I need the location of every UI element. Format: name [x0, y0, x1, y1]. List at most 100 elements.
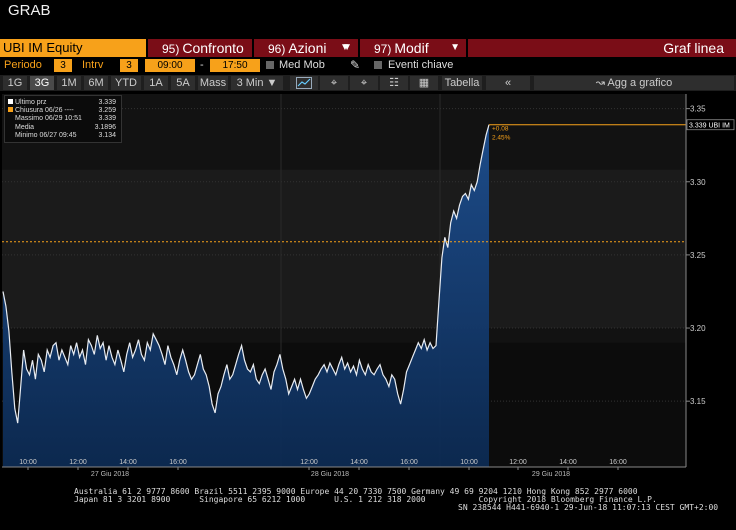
- chart-type-label[interactable]: Graf linea: [468, 39, 736, 57]
- confronto-button[interactable]: 95) Confronto: [148, 39, 252, 57]
- x-tick-label: 16:00: [609, 459, 627, 466]
- legend-label: Massimo 06/29 10:51: [15, 115, 82, 123]
- azioni-num: 96): [268, 42, 286, 56]
- tab-3g[interactable]: 3G: [30, 76, 54, 90]
- x-tick-label: 12:00: [69, 459, 87, 466]
- end-time-field[interactable]: 17:50: [210, 59, 260, 72]
- confronto-num: 95): [162, 42, 180, 56]
- footer: Australia 61 2 9777 8600 Brazil 5511 239…: [0, 486, 736, 530]
- start-time-field[interactable]: 09:00: [145, 59, 195, 72]
- y-tick-label: 3.20: [690, 324, 706, 333]
- crosshair-icon[interactable]: ⌖: [320, 76, 348, 90]
- y-tick-label: 3.15: [690, 397, 706, 406]
- time-dash: -: [200, 59, 204, 71]
- grid-icon[interactable]: ▦: [410, 76, 438, 90]
- legend-swatch: [8, 132, 13, 137]
- legend-swatch: [8, 124, 13, 129]
- legend-value: 3.134: [98, 131, 116, 139]
- legend-row: Massimo 06/29 10:51 3.339: [8, 115, 120, 122]
- legend-row: Chiusura 06/26 ---- 3.259: [8, 107, 120, 114]
- y-tick-label: 3.35: [690, 105, 706, 114]
- chevron-down-icon: ▼: [450, 42, 460, 53]
- azioni-button[interactable]: 96) Azioni ▼: [254, 39, 358, 57]
- x-tick-label: 16:00: [400, 459, 418, 466]
- intrv-label: Intrv: [82, 59, 104, 71]
- chevron-down-icon: ▼: [266, 77, 278, 89]
- price-tag-text: 3.339 UBI IM: [689, 123, 730, 130]
- line-chart-icon[interactable]: [290, 76, 318, 90]
- x-tick-label: 14:00: [119, 459, 137, 466]
- tab-1g[interactable]: 1G: [3, 76, 27, 90]
- legend-label: Ultimo prz: [15, 99, 47, 106]
- tabella-button[interactable]: Tabella: [442, 76, 482, 90]
- legend-swatch: [8, 99, 13, 104]
- med-mob-label: Med Mob: [279, 59, 325, 71]
- settings-row: Periodo 3 Intrv 3 09:00 - 17:50 Med Mob …: [0, 58, 736, 74]
- band-upper: [2, 169, 686, 329]
- legend-value: 3.259: [98, 107, 116, 115]
- chevron-down-icon[interactable]: ▼: [340, 42, 350, 53]
- y-tick-label: 3.25: [690, 251, 706, 260]
- series-area: [3, 124, 489, 467]
- previous-close-line: [2, 124, 686, 243]
- price-area-series: [2, 124, 490, 467]
- legend-row: Ultimo prz 3.339: [8, 99, 120, 106]
- back-button[interactable]: «: [486, 76, 530, 90]
- agg-a-grafico-button[interactable]: ↝ Agg a grafico: [534, 76, 734, 90]
- eventi-label: Eventi chiave: [388, 59, 454, 71]
- modif-button[interactable]: 97) Modif ▼: [360, 39, 466, 57]
- legend-row: Media 3.1896: [8, 124, 120, 131]
- confronto-label: Confronto: [182, 40, 244, 56]
- x-axis: 10:00 12:00 14:00 16:00 12:00 14:00 16:00 10:00…: [2, 459, 686, 478]
- x-date-label: 27 Giu 2018: [91, 471, 129, 478]
- series-line: [2, 124, 490, 424]
- tab-1m[interactable]: 1M: [57, 76, 81, 90]
- modif-num: 97): [374, 42, 392, 56]
- x-tick-label: 14:00: [559, 459, 577, 466]
- x-tick-label: 14:00: [350, 459, 368, 466]
- legend-row: Minimo 06/27 09:45 3.134: [8, 132, 120, 139]
- legend-value: 3.339: [98, 99, 116, 106]
- columns-icon[interactable]: ☷: [380, 76, 408, 90]
- legend-box: Ultimo prz 3.339 Chiusura 06/26 ---- 3.259 M…: [4, 95, 122, 143]
- tab-mass[interactable]: Mass: [198, 76, 228, 90]
- eventi-checkbox[interactable]: [374, 61, 382, 69]
- azioni-label: Azioni: [288, 40, 327, 56]
- agg-a-grafico-label: Agg a grafico: [607, 77, 673, 89]
- x-tick-label: 16:00: [169, 459, 187, 466]
- legend-value: 3.1896: [94, 123, 116, 131]
- tab-6m[interactable]: 6M: [84, 76, 108, 90]
- legend-value: 3.339: [98, 115, 116, 123]
- change-abs: +0.08: [492, 126, 509, 133]
- price-chart[interactable]: 3.35 3.30 3.25 3.20 3.15 10:00 12:00 14:00 16:0…: [0, 92, 736, 486]
- security-field[interactable]: UBI IM Equity: [0, 39, 146, 57]
- chart-add-icon: ↝: [595, 77, 605, 89]
- legend-label: Minimo 06/27 09:45: [15, 131, 77, 139]
- footer-line-3: SN 238544 H441-6940-1 29-Jun-18 11:07:13…: [458, 503, 719, 512]
- x-date-label: 29 Giu 2018: [532, 471, 570, 478]
- pencil-icon[interactable]: ✎: [350, 58, 361, 72]
- y-tick-label: 3.30: [690, 178, 706, 187]
- legend-label: Chiusura 06/26 ----: [15, 107, 74, 115]
- tab-row: 1G 3G 1M 6M YTD 1A 5A Mass 3 Min ▼ ⌖ ⌖ ☷…: [0, 75, 736, 91]
- tab-5a[interactable]: 5A: [171, 76, 195, 90]
- tab-ytd[interactable]: YTD: [111, 76, 141, 90]
- interval-select[interactable]: 3 Min ▼: [231, 76, 283, 90]
- x-tick-label: 12:00: [300, 459, 318, 466]
- change-pct: 2.45%: [492, 135, 511, 142]
- periodo-label: Periodo: [4, 59, 42, 71]
- interval-select-value: 3 Min: [236, 77, 264, 89]
- price-tag-box: [686, 119, 735, 131]
- tab-1a[interactable]: 1A: [144, 76, 168, 90]
- legend-swatch: [8, 107, 13, 113]
- crosshair-alt-icon[interactable]: ⌖: [350, 76, 378, 90]
- footer-line-2: Japan 81 3 3201 8900 Singapore 65 6212 1…: [74, 495, 657, 504]
- chevron-down-icon: ▼: [342, 42, 352, 53]
- med-mob-checkbox[interactable]: [266, 61, 274, 69]
- intrv-field[interactable]: 3: [120, 59, 138, 72]
- window-title: GRAB: [8, 2, 51, 19]
- periodo-field[interactable]: 3: [54, 59, 72, 72]
- x-tick-label: 12:00: [509, 459, 527, 466]
- legend-swatch: [8, 115, 13, 120]
- modif-label: Modif: [394, 40, 429, 56]
